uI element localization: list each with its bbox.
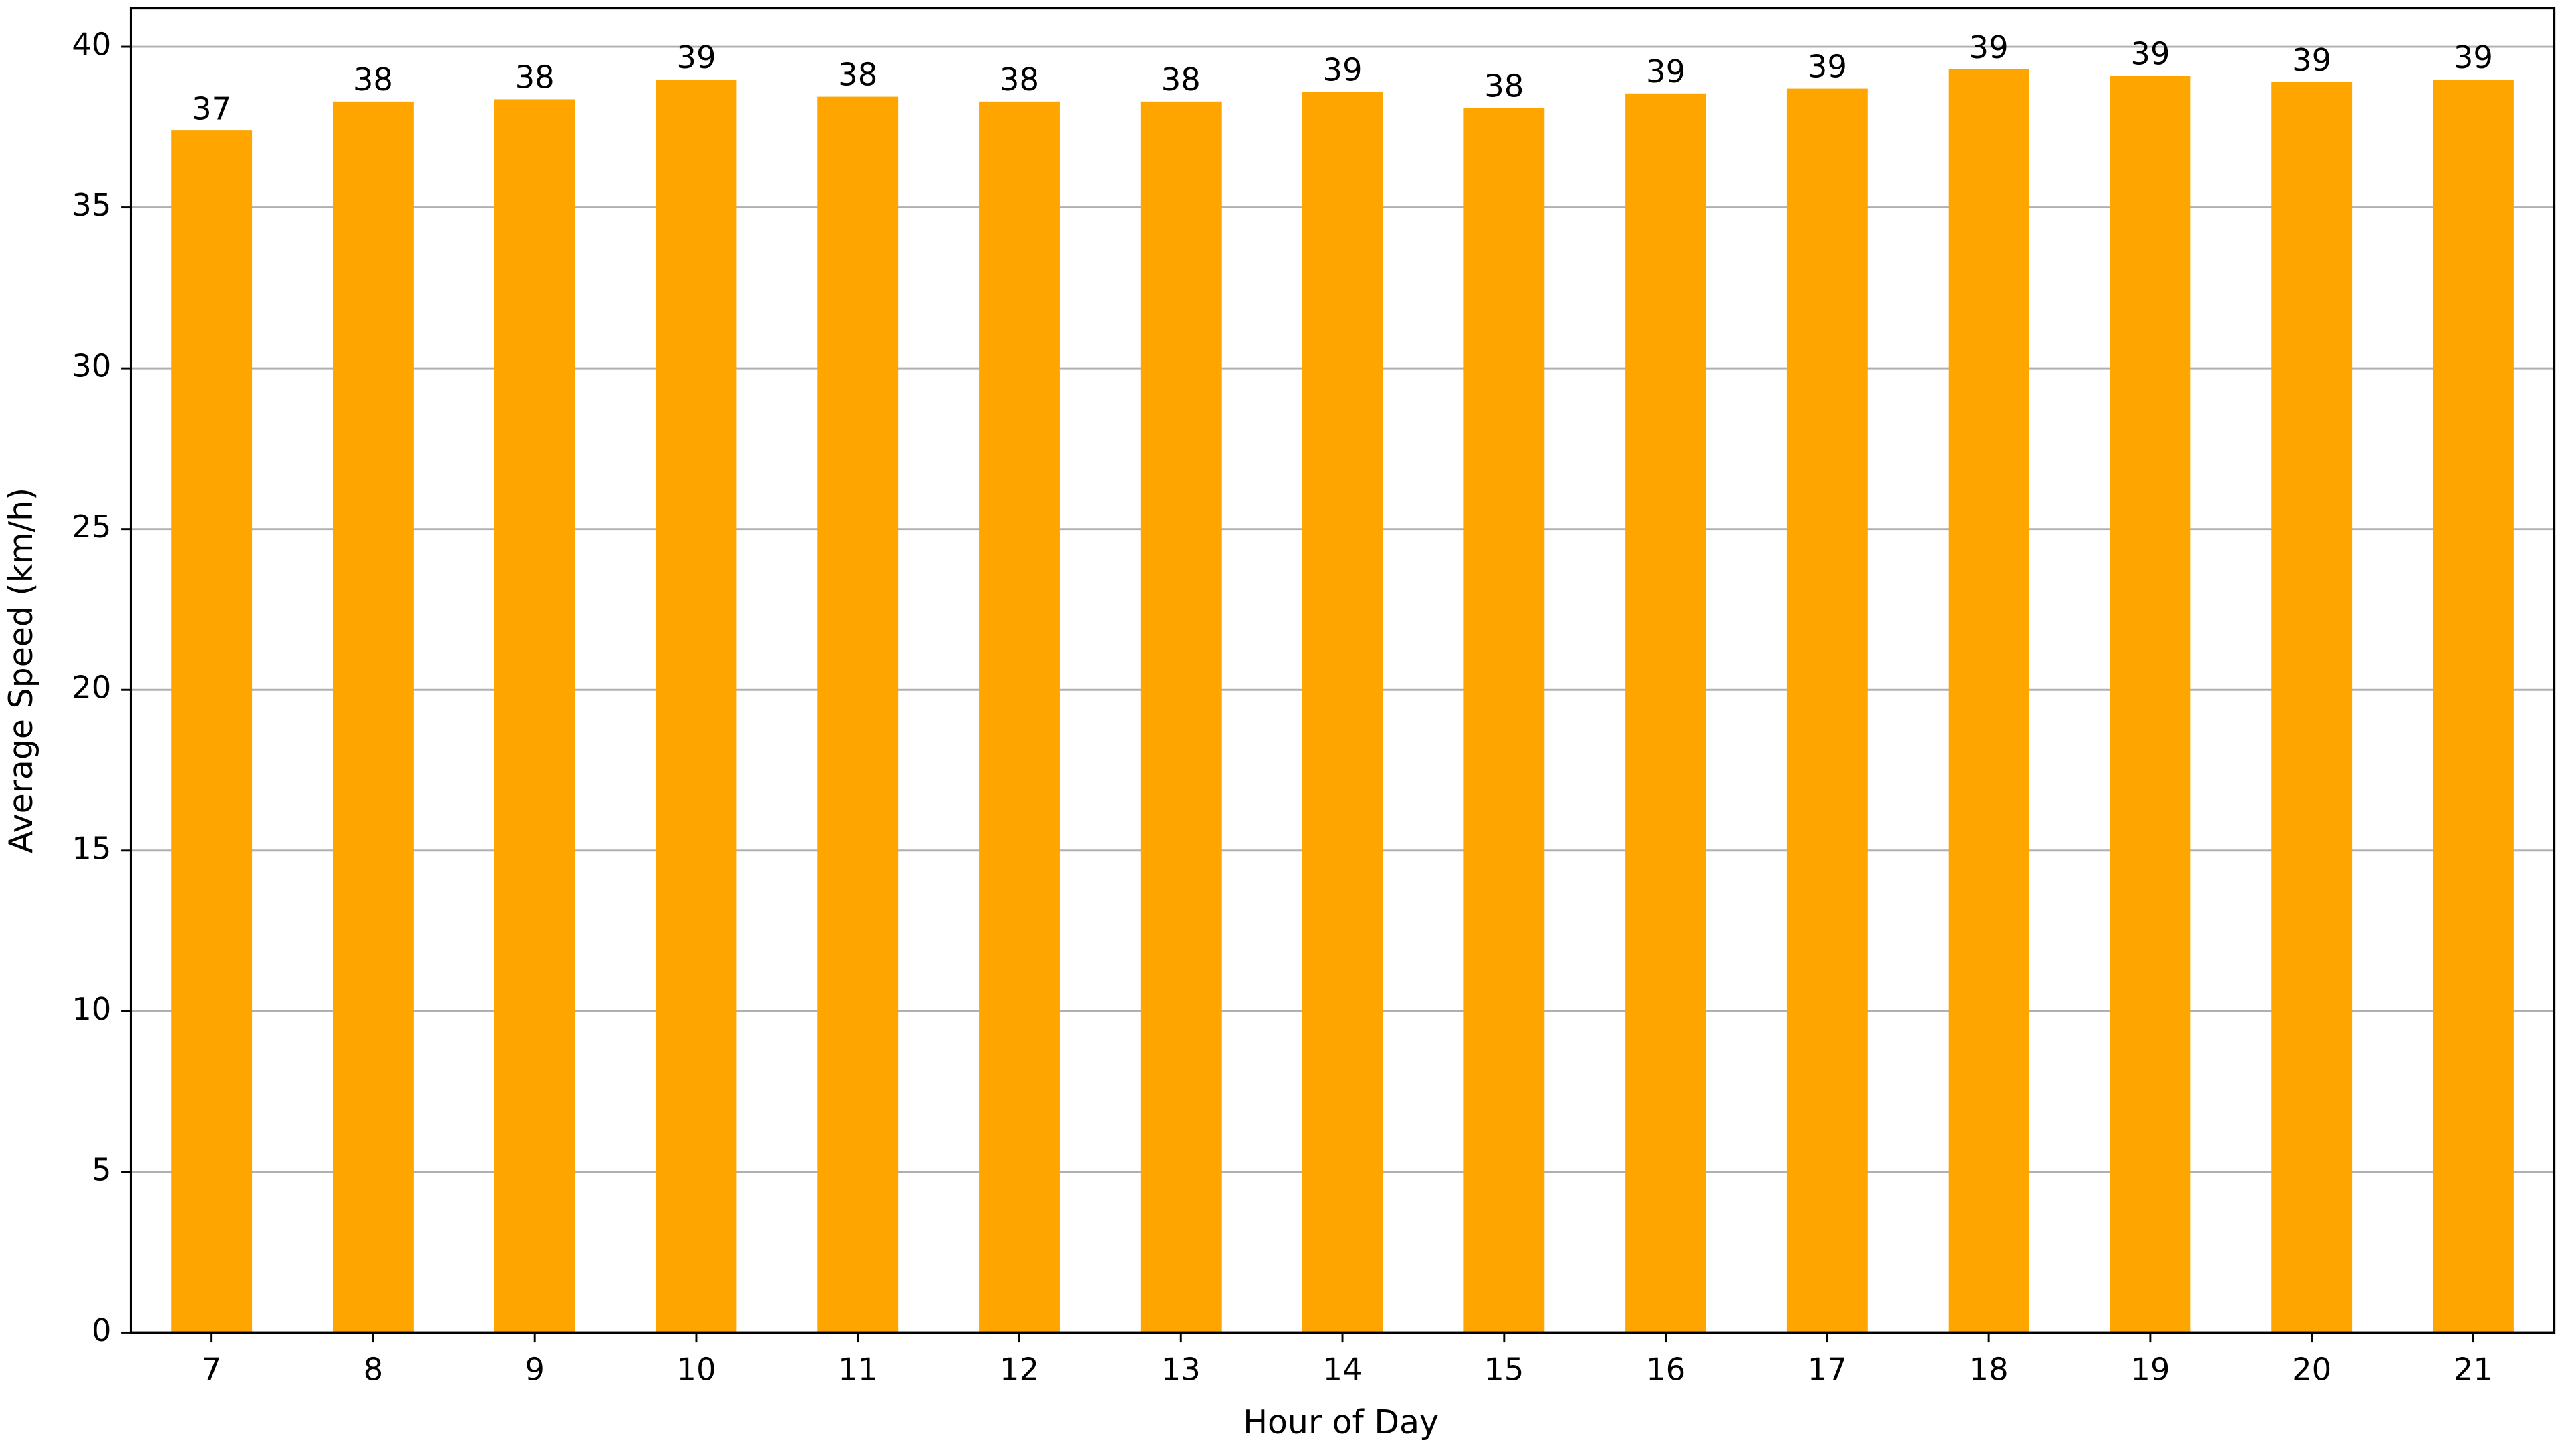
x-tick-label: 18 bbox=[1969, 1352, 2009, 1388]
y-tick-label: 25 bbox=[72, 508, 111, 545]
x-tick-label: 20 bbox=[2292, 1352, 2331, 1388]
value-label: 38 bbox=[1161, 61, 1201, 98]
bar bbox=[171, 130, 253, 1333]
bar bbox=[817, 96, 899, 1333]
x-tick-label: 7 bbox=[202, 1352, 222, 1388]
y-tick-label: 15 bbox=[72, 830, 111, 866]
y-axis-label: Average Speed (km/h) bbox=[2, 488, 40, 853]
x-tick-label: 21 bbox=[2454, 1352, 2493, 1388]
y-tick-label: 5 bbox=[92, 1151, 112, 1187]
bar bbox=[1625, 93, 1707, 1333]
x-tick-label: 8 bbox=[364, 1352, 384, 1388]
value-label: 39 bbox=[1969, 29, 2009, 65]
y-tick-label: 30 bbox=[72, 348, 111, 384]
value-label: 39 bbox=[676, 39, 716, 76]
y-tick-label: 35 bbox=[72, 187, 111, 223]
x-tick-label: 12 bbox=[1000, 1352, 1039, 1388]
bar bbox=[1302, 92, 1383, 1333]
bar bbox=[2271, 82, 2353, 1333]
value-label: 38 bbox=[1000, 61, 1039, 98]
value-label: 39 bbox=[1646, 53, 1685, 90]
x-tick-label: 15 bbox=[1484, 1352, 1524, 1388]
bar bbox=[2432, 80, 2514, 1333]
value-label: 39 bbox=[2130, 35, 2170, 71]
x-tick-label: 19 bbox=[2130, 1352, 2170, 1388]
x-tick-label: 13 bbox=[1161, 1352, 1201, 1388]
x-tick-label: 17 bbox=[1808, 1352, 1847, 1388]
bar bbox=[979, 101, 1060, 1333]
x-tick-label: 10 bbox=[676, 1352, 716, 1388]
value-label: 39 bbox=[2292, 42, 2331, 78]
value-label: 39 bbox=[1808, 49, 1847, 85]
value-label: 38 bbox=[838, 57, 877, 93]
value-label: 39 bbox=[1322, 52, 1362, 88]
x-axis-label: Hour of Day bbox=[1243, 1403, 1439, 1441]
bar bbox=[1786, 88, 1868, 1333]
bar bbox=[656, 80, 737, 1333]
y-tick-label: 10 bbox=[72, 991, 111, 1027]
plot-frame bbox=[129, 7, 2556, 1334]
value-label: 38 bbox=[515, 59, 555, 96]
x-tick-label: 14 bbox=[1322, 1352, 1362, 1388]
bar bbox=[1463, 108, 1545, 1333]
bar bbox=[2110, 76, 2191, 1333]
y-tick-label: 20 bbox=[72, 670, 111, 706]
value-label: 38 bbox=[353, 61, 393, 98]
value-label: 39 bbox=[2454, 39, 2493, 76]
bar bbox=[332, 101, 414, 1333]
bar bbox=[1140, 101, 1222, 1333]
value-label: 38 bbox=[1484, 68, 1524, 104]
y-tick-label: 40 bbox=[72, 27, 111, 63]
y-tick-label: 0 bbox=[92, 1312, 112, 1348]
x-tick-label: 16 bbox=[1646, 1352, 1685, 1388]
bar bbox=[494, 99, 575, 1333]
x-tick-label: 11 bbox=[838, 1352, 877, 1388]
value-label: 37 bbox=[192, 90, 231, 126]
bar bbox=[1948, 69, 2029, 1333]
x-tick-label: 9 bbox=[525, 1352, 545, 1388]
